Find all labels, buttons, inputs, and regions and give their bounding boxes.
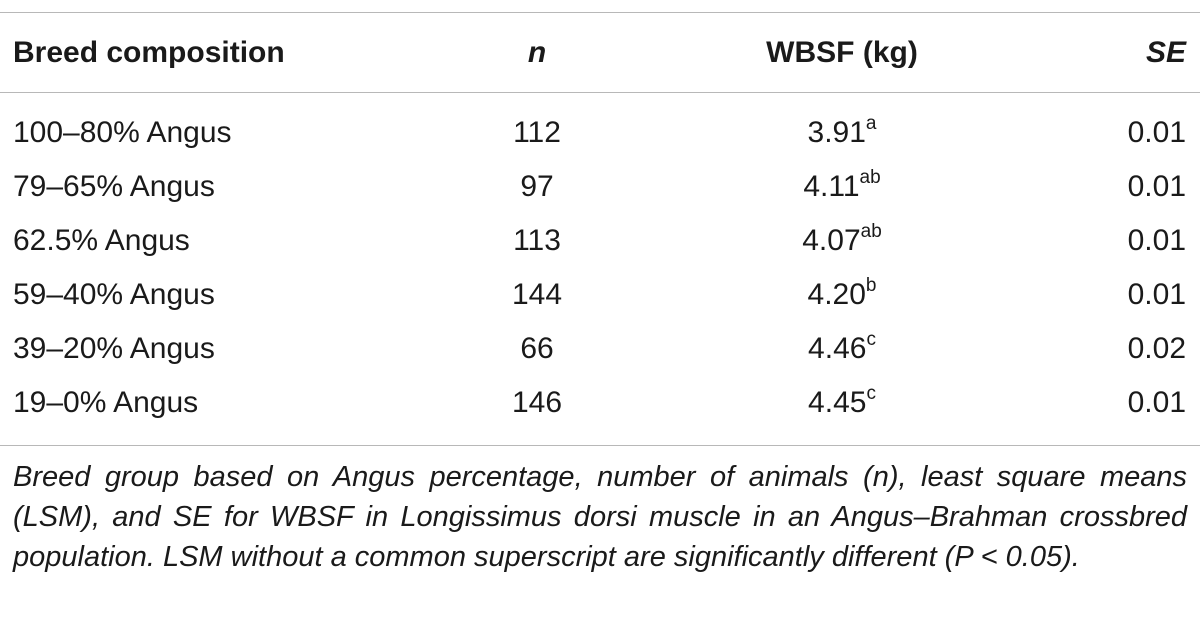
cell-n: 112 (513, 116, 561, 149)
cell-se: 0.01 (1127, 386, 1186, 419)
cell-se: 0.01 (1127, 224, 1186, 257)
wbsf-value: 4.11 (803, 170, 860, 203)
cell-wbsf: 4.11ab (803, 167, 881, 205)
wbsf-value: 4.20 (807, 278, 866, 311)
header-n: n (527, 36, 547, 69)
header-wbsf: WBSF (kg) (766, 36, 918, 69)
wbsf-value: 4.45 (808, 386, 867, 419)
table-caption: Breed group based on Angus percentage, n… (13, 461, 1187, 573)
cell-se: 0.01 (1127, 116, 1186, 149)
table-header-rule (0, 92, 1200, 93)
cell-se: 0.01 (1127, 278, 1186, 311)
cell-breed: 62.5% Angus (13, 224, 190, 257)
header-se: SE (1145, 36, 1186, 69)
wbsf-superscript: a (865, 113, 877, 134)
cell-n: 66 (520, 332, 554, 365)
cell-breed: 100–80% Angus (13, 116, 232, 149)
header-breed-composition: Breed composition (13, 36, 285, 69)
cell-n: 113 (513, 224, 561, 257)
cell-wbsf: 4.46c (808, 329, 876, 367)
cell-breed: 39–20% Angus (13, 332, 215, 365)
cell-n: 97 (520, 170, 554, 203)
wbsf-superscript: b (865, 275, 877, 296)
wbsf-superscript: ab (860, 221, 882, 242)
wbsf-superscript: c (866, 383, 876, 404)
wbsf-superscript: c (866, 329, 876, 350)
cell-breed: 79–65% Angus (13, 170, 215, 203)
cell-wbsf: 4.20b (807, 275, 877, 313)
cell-n: 146 (511, 386, 563, 419)
wbsf-value: 3.91 (807, 116, 866, 149)
cell-wbsf: 4.45c (808, 383, 876, 421)
cell-se: 0.02 (1127, 332, 1186, 365)
wbsf-superscript: ab (859, 167, 881, 188)
table-bottom-rule (0, 445, 1200, 446)
wbsf-value: 4.07 (802, 224, 861, 257)
cell-breed: 19–0% Angus (13, 386, 199, 419)
cell-se: 0.01 (1127, 170, 1186, 203)
table-top-rule (0, 12, 1200, 13)
cell-breed: 59–40% Angus (13, 278, 215, 311)
cell-wbsf: 3.91a (807, 113, 877, 151)
cell-n: 144 (511, 278, 563, 311)
wbsf-value: 4.46 (808, 332, 867, 365)
cell-wbsf: 4.07ab (802, 221, 882, 259)
